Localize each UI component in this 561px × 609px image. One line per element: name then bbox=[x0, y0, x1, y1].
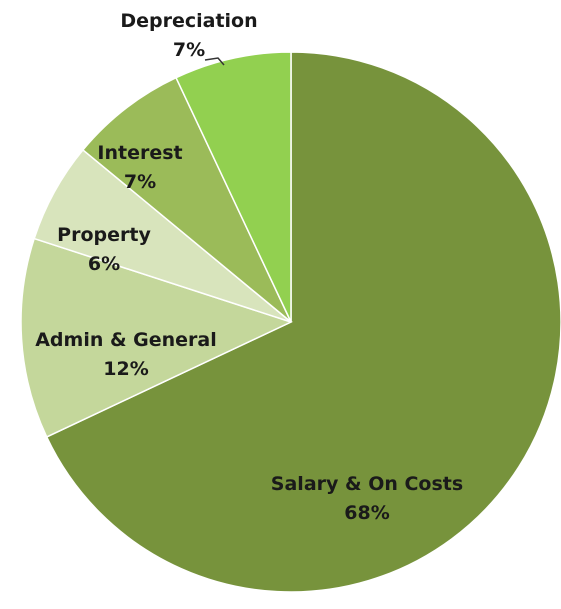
slice-label-admin: Admin & General bbox=[35, 329, 217, 351]
slice-value-property: 6% bbox=[88, 253, 120, 275]
slice-label-interest: Interest bbox=[97, 142, 182, 164]
pie-slice-interest bbox=[81, 76, 292, 323]
pie-slice-depreciation bbox=[175, 51, 292, 323]
slice-label-depreciation: Depreciation bbox=[120, 10, 257, 32]
depreciation-leader-line bbox=[204, 57, 225, 66]
slice-value-admin: 12% bbox=[103, 358, 148, 380]
slice-value-depreciation: 7% bbox=[173, 39, 205, 61]
pie-slice-salary-on-costs bbox=[45, 51, 561, 593]
slice-value-interest: 7% bbox=[124, 171, 156, 193]
pie-slice-admin-general bbox=[20, 237, 294, 438]
slice-value-salary: 68% bbox=[344, 502, 389, 524]
pie-slices bbox=[20, 51, 561, 593]
slice-label-salary: Salary & On Costs bbox=[271, 473, 463, 495]
slice-label-property: Property bbox=[57, 224, 151, 246]
